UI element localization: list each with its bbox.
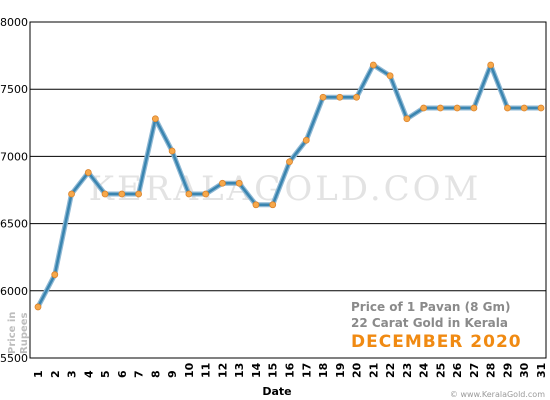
data-point: [68, 190, 75, 198]
data-point: [51, 271, 59, 279]
y-tick-label: 38000: [0, 16, 28, 29]
data-point: [302, 136, 310, 144]
data-point: [537, 104, 545, 112]
x-tick-label: 31: [535, 363, 548, 378]
data-point: [235, 179, 243, 187]
x-tick-label: 7: [133, 370, 146, 378]
x-tick-labels: 1 2 3 4 5 6 7 8 9 10 11 12 13 14 15 16 17 18 19 20 21 22 23 24 2…: [32, 362, 548, 378]
data-point: [34, 303, 42, 311]
x-tick-label: 3: [66, 370, 79, 378]
plot-frame: [29, 21, 547, 359]
data-point: [353, 93, 360, 101]
credit-text: © www.KeralaGold.com: [450, 390, 545, 399]
data-point: [84, 169, 92, 176]
y-tick-label: 37500: [0, 83, 28, 96]
x-tick-label: 4: [82, 370, 95, 378]
x-tick-label: 10: [183, 362, 196, 378]
data-point: [487, 61, 495, 69]
x-tick-label: 11: [200, 363, 213, 378]
data-point: [436, 104, 444, 112]
data-point: [151, 115, 159, 123]
x-tick-label: 26: [451, 362, 464, 378]
y-axis-label-line2: Rupees: [19, 312, 30, 354]
data-point: [269, 201, 277, 209]
x-tick-label: 22: [384, 363, 397, 378]
x-tick-label: 28: [485, 363, 498, 378]
x-tick-label: 6: [116, 370, 129, 378]
data-point: [504, 104, 511, 112]
data-point: [286, 158, 293, 166]
data-point: [336, 93, 344, 101]
data-point: [319, 93, 327, 101]
x-tick-label: 9: [166, 370, 179, 378]
data-point: [252, 201, 260, 209]
x-axis-label: Date: [262, 385, 291, 398]
data-point: [369, 61, 377, 69]
data-point: [185, 190, 193, 198]
data-point: [118, 190, 126, 198]
x-tick-label: 20: [351, 362, 364, 378]
x-tick-label: 13: [233, 363, 246, 378]
caption-pavan: Price of 1 Pavan (8 Gm): [351, 300, 511, 314]
data-point: [420, 104, 428, 112]
caption-carat: 22 Carat Gold in Kerala: [351, 316, 508, 330]
data-point: [453, 104, 461, 112]
y-tick-label: 37000: [0, 150, 28, 163]
data-point: [470, 104, 478, 112]
y-tick-label: 36500: [0, 218, 28, 231]
x-tick-label: 16: [284, 362, 297, 378]
x-tick-label: 24: [418, 362, 431, 378]
x-tick-label: 1: [32, 370, 45, 378]
y-axis-label-line1: Price in: [7, 312, 18, 354]
x-tick-label: 29: [501, 363, 514, 378]
x-tick-label: 17: [300, 363, 313, 378]
data-point: [101, 190, 109, 198]
caption-month: DECEMBER 2020: [351, 332, 522, 352]
data-point: [219, 179, 226, 187]
y-tick-labels: 35500 36000 36500 37000 37500 38000: [0, 16, 28, 365]
x-tick-label: 23: [401, 363, 414, 378]
x-tick-label: 14: [250, 362, 263, 378]
data-point: [520, 104, 528, 112]
data-point: [135, 190, 143, 198]
data-point: [168, 147, 176, 155]
x-tick-label: 2: [49, 370, 62, 378]
y-tick-label: 35500: [0, 352, 28, 365]
data-point: [202, 190, 210, 198]
x-tick-label: 15: [267, 363, 280, 378]
x-tick-label: 25: [434, 363, 447, 378]
x-tick-label: 19: [334, 363, 347, 378]
data-point: [403, 115, 411, 123]
x-tick-label: 18: [317, 363, 330, 378]
x-tick-label: 12: [216, 363, 229, 378]
data-point: [386, 72, 394, 80]
y-tick-label: 36000: [0, 285, 28, 298]
price-series: [34, 61, 545, 311]
x-tick-label: 30: [518, 362, 531, 378]
x-tick-label: 5: [99, 370, 112, 378]
x-tick-label: 27: [468, 363, 481, 378]
x-tick-label: 8: [149, 370, 162, 378]
x-tick-label: 21: [367, 363, 380, 378]
